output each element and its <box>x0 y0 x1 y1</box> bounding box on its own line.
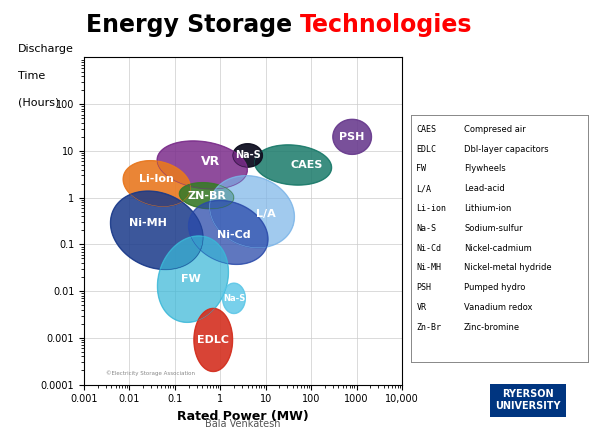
Polygon shape <box>233 144 262 167</box>
Text: VR: VR <box>416 303 427 312</box>
Text: (Hours): (Hours) <box>18 97 59 107</box>
Polygon shape <box>223 283 245 313</box>
Text: PSH: PSH <box>340 132 365 142</box>
Text: L/A: L/A <box>416 184 431 193</box>
Polygon shape <box>194 309 233 371</box>
Text: Zinc-bromine: Zinc-bromine <box>464 323 520 332</box>
Text: Discharge: Discharge <box>18 44 74 54</box>
Text: Vanadium redox: Vanadium redox <box>464 303 533 312</box>
Text: Ni-Cd: Ni-Cd <box>416 244 442 253</box>
Text: Li-Ion: Li-Ion <box>139 174 174 184</box>
Text: Flywheels: Flywheels <box>464 164 506 173</box>
Text: Na-S: Na-S <box>235 150 260 160</box>
Text: Bala Venkatesh: Bala Venkatesh <box>205 419 281 429</box>
Polygon shape <box>254 145 332 185</box>
Polygon shape <box>157 141 247 189</box>
Text: VR: VR <box>200 155 220 168</box>
Polygon shape <box>179 183 234 209</box>
Text: Na-S: Na-S <box>416 224 436 233</box>
Text: FW: FW <box>181 274 200 284</box>
Polygon shape <box>157 236 229 322</box>
Text: Technologies: Technologies <box>300 13 473 37</box>
Text: Nickel-cadmium: Nickel-cadmium <box>464 244 532 253</box>
Text: Nickel-metal hydride: Nickel-metal hydride <box>464 263 552 272</box>
Text: Time: Time <box>18 71 45 81</box>
Text: CUE: CUE <box>14 413 40 423</box>
Text: Pumped hydro: Pumped hydro <box>464 283 526 292</box>
Text: L/A: L/A <box>256 209 275 219</box>
Text: CAES: CAES <box>416 125 436 134</box>
Text: RYERSON
UNIVERSITY: RYERSON UNIVERSITY <box>495 389 561 411</box>
Text: ©Electricity Storage Association: ©Electricity Storage Association <box>106 371 194 376</box>
Text: Dbl-layer capacitors: Dbl-layer capacitors <box>464 145 549 154</box>
Text: Sodium-sulfur: Sodium-sulfur <box>464 224 523 233</box>
Text: Ni-MH: Ni-MH <box>416 263 442 272</box>
Text: Compresed air: Compresed air <box>464 125 526 134</box>
Text: Na-S: Na-S <box>223 294 245 303</box>
Text: EDLC: EDLC <box>197 335 229 345</box>
Text: EDLC: EDLC <box>416 145 436 154</box>
Polygon shape <box>110 191 203 270</box>
Text: Zn-Br: Zn-Br <box>416 323 442 332</box>
Text: FW: FW <box>416 164 427 173</box>
Text: Energy Storage: Energy Storage <box>86 13 300 37</box>
X-axis label: Rated Power (MW): Rated Power (MW) <box>177 410 309 423</box>
Text: Li-ion: Li-ion <box>416 204 446 213</box>
Text: PSH: PSH <box>416 283 431 292</box>
Text: ZN-BR: ZN-BR <box>187 191 226 201</box>
Text: CAES: CAES <box>290 160 323 170</box>
Text: Ni-Cd: Ni-Cd <box>217 230 251 240</box>
Polygon shape <box>188 201 268 264</box>
Polygon shape <box>209 175 295 248</box>
Polygon shape <box>333 119 371 154</box>
Text: Ni-MH: Ni-MH <box>128 218 166 229</box>
Text: Lithium-ion: Lithium-ion <box>464 204 511 213</box>
Text: Lead-acid: Lead-acid <box>464 184 505 193</box>
Polygon shape <box>123 161 190 206</box>
